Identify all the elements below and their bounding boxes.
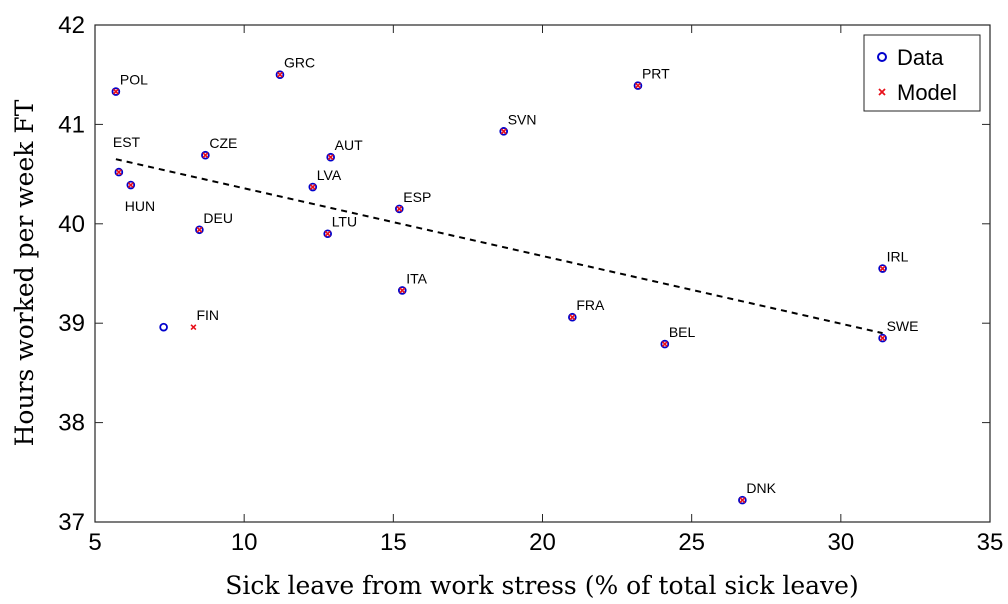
point-label-deu: DEU (203, 210, 233, 226)
x-tick-label: 15 (380, 529, 407, 556)
point-label-swe: SWE (887, 318, 919, 334)
data-point-esp (394, 204, 404, 214)
x-tick-label: 35 (977, 529, 1004, 556)
y-axis-title: Hours worked per week FT (10, 99, 39, 446)
data-point-irl (878, 264, 887, 273)
point-label-est: EST (113, 134, 141, 150)
model-point-grc (277, 71, 283, 78)
y-tick-label: 42 (58, 12, 85, 39)
plot-area (95, 25, 990, 522)
data-point-swe (878, 333, 887, 343)
data-point-aut (326, 152, 335, 162)
x-tick-label: 5 (88, 529, 101, 556)
legend-model-marker (878, 88, 886, 96)
data-point-lva (308, 182, 318, 192)
y-tick-label: 41 (58, 111, 85, 138)
data-point-fin (159, 322, 168, 332)
model-point-est (115, 169, 122, 176)
point-label-grc: GRC (284, 55, 315, 71)
model-point-ltu (324, 230, 331, 237)
x-tick-label: 25 (678, 529, 705, 556)
x-tick-label: 10 (231, 529, 258, 556)
point-label-fra: FRA (576, 297, 605, 313)
data-point-grc (275, 70, 285, 79)
model-point-irl (879, 265, 886, 272)
point-label-dnk: DNK (746, 480, 776, 496)
data-point-ita (397, 286, 407, 295)
point-label-svn: SVN (508, 111, 537, 127)
data-point-prt (633, 81, 643, 90)
data-point-dnk (738, 495, 747, 505)
model-point-pol (112, 88, 119, 95)
legend-model-label: Model (897, 80, 957, 105)
x-tick-label: 20 (529, 529, 556, 556)
model-point-swe (879, 335, 886, 342)
model-point-hun (127, 182, 134, 188)
point-label-aut: AUT (335, 137, 363, 153)
legend: Data Model (863, 34, 981, 112)
model-point-prt (635, 82, 641, 89)
model-point-aut (327, 154, 334, 161)
point-label-bel: BEL (669, 324, 696, 340)
point-label-pol: POL (120, 72, 148, 88)
model-point-deu (196, 226, 203, 233)
model-point-dnk (739, 497, 746, 504)
point-label-prt: PRT (642, 66, 670, 82)
point-label-irl: IRL (887, 249, 909, 265)
model-point-fra (569, 314, 576, 321)
x-axis-title: Sick leave from work stress (% of total … (225, 571, 858, 600)
point-label-hun: HUN (125, 198, 155, 214)
model-point-ita (399, 287, 406, 294)
y-tick-label: 39 (58, 310, 85, 337)
y-tick-label: 38 (58, 410, 85, 437)
legend-data-marker (877, 52, 887, 62)
point-label-cze: CZE (209, 135, 237, 151)
point-label-fin: FIN (196, 307, 219, 323)
model-point-cze (202, 152, 209, 159)
model-point-lva (309, 184, 316, 190)
data-point-est (114, 167, 124, 177)
model-point-esp (396, 205, 403, 212)
point-label-ltu: LTU (332, 214, 357, 230)
data-point-cze (201, 150, 210, 160)
model-point-svn (500, 128, 507, 135)
data-point-ltu (323, 229, 333, 239)
y-tick-label: 40 (58, 211, 85, 238)
data-point-hun (126, 180, 136, 190)
model-point-fin (190, 324, 197, 331)
x-tick-label: 30 (827, 529, 854, 556)
point-label-ita: ITA (406, 270, 427, 286)
point-label-esp: ESP (403, 189, 431, 205)
legend-box (863, 34, 981, 112)
data-point-pol (111, 87, 121, 96)
data-point-fra (568, 312, 577, 322)
data-point-bel (660, 339, 670, 349)
y-tick-label: 37 (58, 509, 85, 536)
legend-data-label: Data (897, 45, 944, 70)
plot-frame (94, 24, 991, 523)
model-point-bel (661, 341, 668, 348)
data-point-svn (499, 127, 509, 136)
data-point-deu (195, 225, 204, 235)
point-label-lva: LVA (317, 167, 342, 183)
